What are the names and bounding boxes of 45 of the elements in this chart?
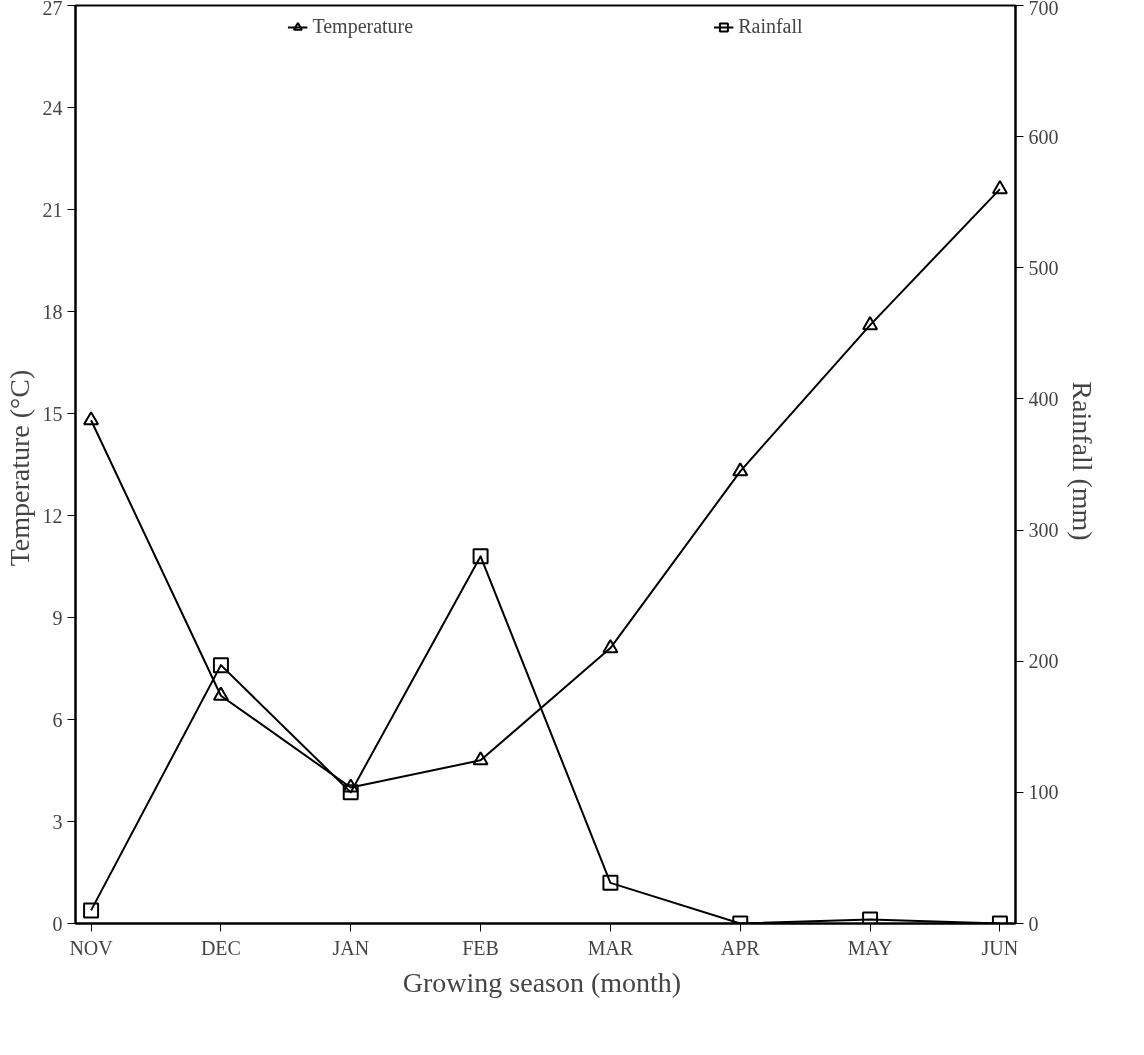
y2-tick-label: 700 <box>1028 0 1059 19</box>
point <box>862 316 879 331</box>
y2-tick-label: 200 <box>1028 650 1059 673</box>
legend-label: Rainfall <box>738 15 803 38</box>
legend-label: Temperature <box>312 15 414 38</box>
x-tick-label: JAN <box>332 936 370 959</box>
y-tick-label: 9 <box>52 606 63 629</box>
point <box>991 180 1008 195</box>
point <box>83 411 100 426</box>
x-tick-label: FEB <box>462 936 499 959</box>
y2-tick-label: 600 <box>1028 125 1059 148</box>
point <box>212 686 229 701</box>
y2-tick-label: 100 <box>1028 781 1059 804</box>
point <box>342 778 359 793</box>
y2-axis-title: Rainfall (mm) <box>1066 381 1098 541</box>
y2-tick-label: 0 <box>1028 912 1039 935</box>
y-tick-label: 18 <box>42 300 63 323</box>
point <box>342 784 359 801</box>
x-tick-label: DEC <box>200 936 241 959</box>
point <box>83 902 100 919</box>
y-tick-label: 0 <box>52 912 63 935</box>
point <box>862 911 879 924</box>
y2-tick-label: 300 <box>1028 519 1059 542</box>
x-tick-label: NOV <box>69 936 114 959</box>
y2-tick-label: 500 <box>1028 256 1059 279</box>
point <box>732 462 749 477</box>
point <box>472 751 489 766</box>
y-tick-label: 3 <box>52 810 63 833</box>
point <box>602 874 619 891</box>
y-tick-label: 21 <box>42 198 63 221</box>
y-axis-title: Temperature (°C) <box>3 369 35 567</box>
y-tick-label: 15 <box>42 402 63 425</box>
x-tick-label: MAR <box>587 936 634 959</box>
x-tick-label: APR <box>720 936 761 959</box>
x-tick-label: MAY <box>847 936 893 959</box>
y2-tick-label: 400 <box>1028 387 1059 410</box>
y-tick-label: 27 <box>42 0 63 19</box>
x-axis-title: Growing season (month) <box>402 966 682 998</box>
x-tick-label: JUN <box>981 936 1019 959</box>
y-tick-label: 6 <box>52 708 63 731</box>
point <box>212 657 229 674</box>
y-tick-label: 12 <box>42 504 63 527</box>
point <box>602 639 619 654</box>
y-tick-label: 24 <box>42 96 63 119</box>
point <box>472 548 489 565</box>
